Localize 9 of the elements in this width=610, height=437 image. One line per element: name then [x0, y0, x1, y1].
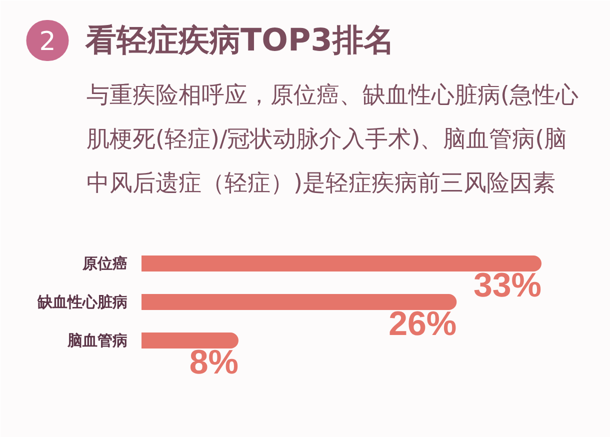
chart-subtitle: 与重疾险相呼应，原位癌、缺血性心脏病(急性心肌梗死(轻症)/冠状动脉介入手术)、脑血管病(脑中风后遗症（轻症）)是轻症疾病前三风险因素 [86, 82, 578, 196]
text: 2 [39, 27, 56, 57]
y-tick-label: 原位癌 [82, 254, 128, 272]
data-label: 33% [473, 266, 542, 304]
y-tick-label: 缺血性心脏病 [36, 293, 128, 311]
data-label: 8% [189, 344, 238, 382]
data-label: 26% [388, 305, 457, 343]
y-tick-label: 脑血管病 [66, 332, 128, 350]
chart-title: 看轻症疾病TOP3排名 [84, 22, 394, 58]
